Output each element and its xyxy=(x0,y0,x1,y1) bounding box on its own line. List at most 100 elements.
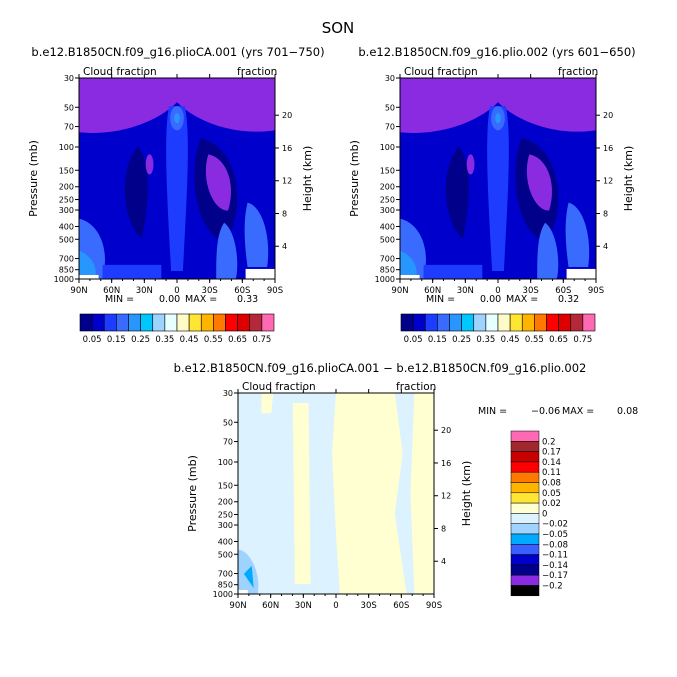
max-label: MAX = xyxy=(562,406,594,417)
y-tick-label: 400 xyxy=(218,537,233,546)
y-tick-label: 50 xyxy=(64,103,74,112)
y-tick-label: 30 xyxy=(223,389,233,398)
colorbar-label: 0.05 xyxy=(83,335,102,345)
colorbar-swatch xyxy=(509,313,523,332)
min-label: MIN = xyxy=(105,294,134,305)
colorbar-swatch xyxy=(510,564,540,576)
min-value: −0.06 xyxy=(531,406,560,417)
y2-tick-label: 12 xyxy=(603,177,613,186)
colorbar-swatch xyxy=(510,482,540,494)
colorbar-label: 0.05 xyxy=(542,489,561,499)
y2-tick-label: 4 xyxy=(441,557,446,566)
colorbar-label: −0.2 xyxy=(542,582,563,592)
x-tick-label: 90N xyxy=(229,601,246,611)
fill-min-sh xyxy=(526,154,552,211)
colorbar-label: −0.02 xyxy=(542,520,568,530)
chart-title: b.e12.B1850CN.f09_g16.plioCA.001 − b.e12… xyxy=(174,361,587,375)
colorbar-swatch xyxy=(261,313,275,332)
colorbar-swatch xyxy=(558,313,572,332)
y-axis-label: Pressure (mb) xyxy=(186,455,199,532)
colorbar-label: 0.75 xyxy=(252,335,271,345)
y2-tick-label: 20 xyxy=(603,111,613,120)
fill-pos-band-3 xyxy=(410,393,434,594)
y-tick-label: 1000 xyxy=(213,590,233,599)
y2-tick-label: 4 xyxy=(603,242,608,251)
chart-panel-3: b.e12.B1850CN.f09_g16.plioCA.001 − b.e12… xyxy=(174,361,638,611)
colorbar-swatch xyxy=(473,313,487,332)
left-label: Cloud fraction xyxy=(83,66,157,78)
y-tick-label: 250 xyxy=(59,196,74,205)
y-tick-label: 700 xyxy=(59,255,74,264)
colorbar-swatch xyxy=(424,313,438,332)
y-tick-label: 200 xyxy=(218,498,233,507)
y-tick-label: 100 xyxy=(218,458,233,467)
fill-itcz-max xyxy=(174,113,180,124)
colorbar-swatch xyxy=(510,461,540,473)
colorbar-swatch xyxy=(582,313,596,332)
fill-itcz-column xyxy=(487,106,509,271)
x-tick-label: 60N xyxy=(424,286,441,296)
max-value: 0.33 xyxy=(237,294,258,305)
colorbar-swatch xyxy=(461,313,475,332)
colorbar-swatch xyxy=(188,313,202,332)
x-tick-label: 60N xyxy=(103,286,120,296)
fill-upper-low-cloud xyxy=(400,78,596,133)
y-tick-label: 30 xyxy=(64,74,74,83)
x-tick-label: 30N xyxy=(295,601,312,611)
y2-tick-label: 8 xyxy=(441,524,446,533)
fill-pos-band-2 xyxy=(332,393,407,594)
chart-title: b.e12.B1850CN.f09_g16.plio.002 (yrs 601−… xyxy=(358,45,635,59)
y2-axis-label: Height (km) xyxy=(301,146,314,212)
colorbar-swatch xyxy=(116,313,129,332)
colorbar-label: 0.45 xyxy=(501,335,520,345)
page-title: SON xyxy=(322,19,355,37)
y2-tick-label: 4 xyxy=(282,242,287,251)
fill-mid-band-nh xyxy=(445,146,469,239)
y-tick-label: 200 xyxy=(380,183,395,192)
y2-axis-label: Height (km) xyxy=(622,146,635,212)
y-tick-label: 1000 xyxy=(375,275,395,284)
x-tick-label: 90S xyxy=(588,286,604,296)
y-tick-label: 150 xyxy=(380,166,395,175)
colorbar-label: 0.14 xyxy=(542,458,561,468)
y2-tick-label: 12 xyxy=(441,492,451,501)
chart-panel-1: b.e12.B1850CN.f09_g16.plioCA.001 (yrs 70… xyxy=(27,45,325,345)
y-tick-label: 70 xyxy=(64,123,74,132)
min-label: MIN = xyxy=(426,294,455,305)
y2-tick-label: 12 xyxy=(282,177,292,186)
chart-title: b.e12.B1850CN.f09_g16.plioCA.001 (yrs 70… xyxy=(31,45,324,59)
colorbar-swatch xyxy=(225,313,238,332)
colorbar-label: 0.65 xyxy=(549,335,568,345)
colorbar-label: 0.15 xyxy=(107,335,126,345)
fill-arctic-mask xyxy=(79,274,99,279)
y2-tick-label: 8 xyxy=(282,209,287,218)
colorbar-label: 0.45 xyxy=(180,335,199,345)
max-label: MAX = xyxy=(185,294,217,305)
fill-arctic-mask xyxy=(400,274,420,279)
colorbar-swatch xyxy=(213,313,226,332)
max-label: MAX = xyxy=(506,294,538,305)
y-axis-label: Pressure (mb) xyxy=(348,140,361,217)
right-label: fraction xyxy=(237,66,277,78)
x-tick-label: 90N xyxy=(391,286,408,296)
colorbar-swatch xyxy=(521,313,535,332)
colorbar-swatch xyxy=(497,313,511,332)
colorbar-swatch xyxy=(510,471,540,483)
colorbar-swatch xyxy=(570,313,584,332)
colorbar-label: −0.11 xyxy=(542,551,568,561)
fill-neg-arctic-max xyxy=(243,565,254,588)
y-tick-label: 150 xyxy=(59,166,74,175)
fill-sh-stratocumulus xyxy=(216,222,238,279)
colorbar-label: 0.75 xyxy=(573,335,592,345)
y-tick-label: 200 xyxy=(59,183,74,192)
fill-antarctic-mask xyxy=(566,268,596,279)
fill-min-nh xyxy=(466,154,475,175)
colorbar-swatch xyxy=(510,533,540,545)
y-tick-label: 500 xyxy=(59,235,74,244)
y-tick-label: 50 xyxy=(385,103,395,112)
colorbar-swatch xyxy=(510,430,540,442)
y2-tick-label: 16 xyxy=(282,144,292,153)
colorbar-swatch xyxy=(91,313,105,332)
x-tick-label: 60N xyxy=(262,601,279,611)
